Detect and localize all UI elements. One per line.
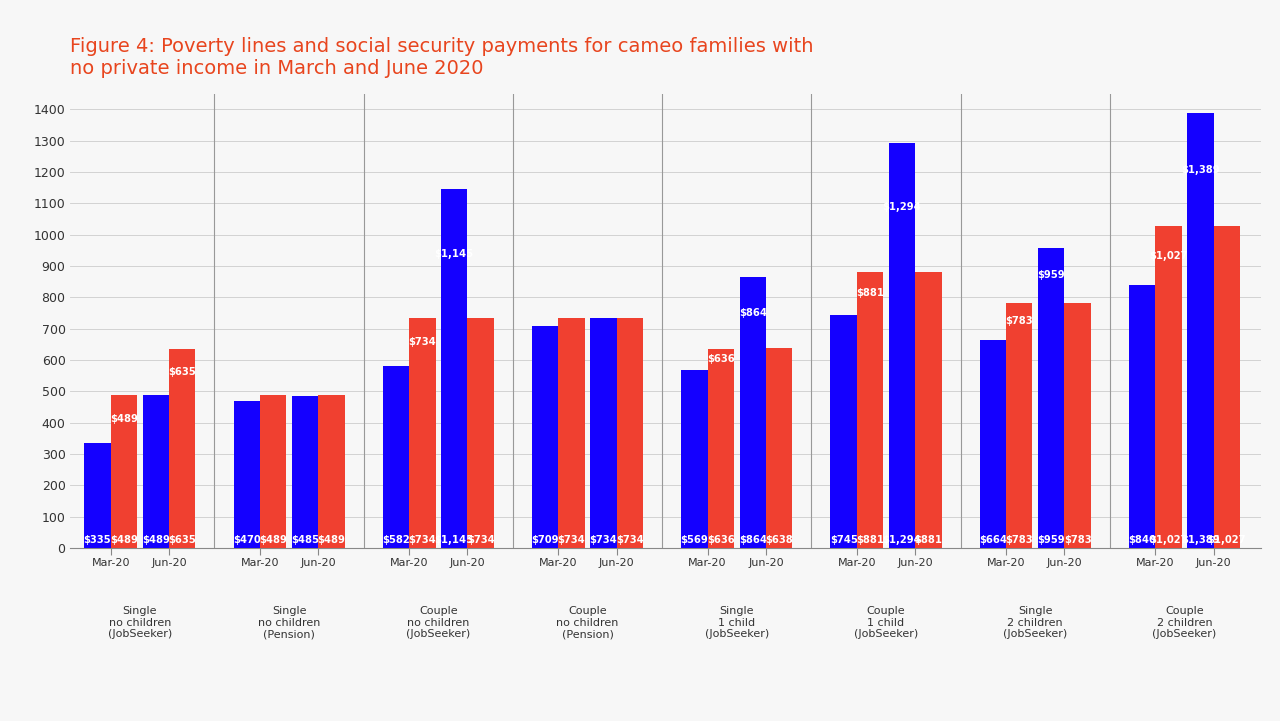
Text: $638: $638	[765, 536, 794, 546]
Text: $1,294: $1,294	[883, 203, 922, 212]
Bar	[467, 318, 494, 548]
Text: $734: $734	[467, 536, 494, 546]
Text: $335: $335	[83, 536, 111, 546]
Bar	[888, 143, 915, 548]
Bar	[110, 395, 137, 548]
Bar	[558, 318, 585, 548]
Text: Single
no children
(Pension): Single no children (Pension)	[257, 606, 320, 640]
Text: $864: $864	[739, 308, 767, 318]
Bar	[979, 340, 1006, 548]
Bar	[292, 396, 319, 548]
Text: $1,027: $1,027	[1207, 536, 1245, 546]
Text: $840: $840	[1128, 536, 1156, 546]
Bar	[765, 348, 792, 548]
Bar	[708, 349, 733, 548]
Text: $745: $745	[829, 536, 858, 546]
Bar	[1213, 226, 1240, 548]
Text: $1,145: $1,145	[435, 536, 474, 546]
Text: Couple
no children
(JobSeeker): Couple no children (JobSeeker)	[406, 606, 471, 640]
Text: Single
2 children
(JobSeeker): Single 2 children (JobSeeker)	[1004, 606, 1068, 640]
Text: $489: $489	[110, 414, 138, 424]
Text: $1,027: $1,027	[1149, 250, 1188, 260]
Bar	[260, 395, 287, 548]
Text: $1,145: $1,145	[435, 249, 474, 259]
Text: $489: $489	[142, 536, 170, 546]
Text: $636: $636	[707, 354, 735, 364]
Bar	[681, 370, 708, 548]
Text: $635: $635	[168, 367, 196, 377]
Bar	[856, 272, 883, 548]
Bar	[1129, 285, 1156, 548]
Text: $1,389: $1,389	[1181, 164, 1220, 174]
Text: Couple
2 children
(JobSeeker): Couple 2 children (JobSeeker)	[1152, 606, 1216, 640]
Text: $569: $569	[681, 536, 708, 546]
Text: $664: $664	[979, 536, 1007, 546]
Bar	[410, 318, 435, 548]
Text: $864: $864	[739, 536, 767, 546]
Text: $734: $734	[408, 536, 436, 546]
Bar	[442, 190, 467, 548]
Text: $734: $734	[616, 536, 644, 546]
Bar	[532, 326, 558, 548]
Text: $635: $635	[168, 536, 196, 546]
Text: $489: $489	[110, 536, 138, 546]
Bar	[142, 395, 169, 548]
Bar	[831, 314, 856, 548]
Text: $959: $959	[1037, 536, 1065, 546]
Text: $709: $709	[531, 536, 559, 546]
Text: $734: $734	[590, 536, 617, 546]
Text: Single
1 child
(JobSeeker): Single 1 child (JobSeeker)	[704, 606, 769, 640]
Bar	[84, 443, 110, 548]
Text: $636: $636	[707, 536, 735, 546]
Text: $734: $734	[408, 337, 436, 347]
Text: $1,027: $1,027	[1149, 536, 1188, 546]
Text: $881: $881	[914, 536, 942, 546]
Bar	[169, 349, 196, 548]
Text: $783: $783	[1005, 536, 1033, 546]
Text: Figure 4: Poverty lines and social security payments for cameo families with
no : Figure 4: Poverty lines and social secur…	[70, 37, 814, 79]
Text: $783: $783	[1064, 536, 1092, 546]
Bar	[1038, 247, 1065, 548]
Bar	[617, 318, 643, 548]
Text: $582: $582	[381, 536, 410, 546]
Text: $959: $959	[1037, 270, 1065, 280]
Text: Couple
no children
(Pension): Couple no children (Pension)	[557, 606, 618, 640]
Text: $1,294: $1,294	[883, 536, 922, 546]
Text: $470: $470	[233, 536, 261, 546]
Text: $783: $783	[1005, 317, 1033, 327]
Text: $734: $734	[558, 536, 585, 546]
Text: $489: $489	[317, 536, 346, 546]
Bar	[740, 278, 765, 548]
Bar	[233, 401, 260, 548]
Text: Single
no children
(JobSeeker): Single no children (JobSeeker)	[108, 606, 172, 640]
Text: $1,389: $1,389	[1181, 536, 1220, 546]
Bar	[1006, 303, 1033, 548]
Bar	[319, 395, 344, 548]
Bar	[1065, 303, 1091, 548]
Text: $485: $485	[291, 536, 319, 546]
Bar	[1156, 226, 1181, 548]
Text: $881: $881	[856, 288, 884, 298]
Bar	[383, 366, 410, 548]
Bar	[1188, 113, 1213, 548]
Text: $489: $489	[259, 536, 287, 546]
Text: $881: $881	[856, 536, 884, 546]
Bar	[915, 272, 942, 548]
Bar	[590, 318, 617, 548]
Text: Couple
1 child
(JobSeeker): Couple 1 child (JobSeeker)	[854, 606, 918, 640]
